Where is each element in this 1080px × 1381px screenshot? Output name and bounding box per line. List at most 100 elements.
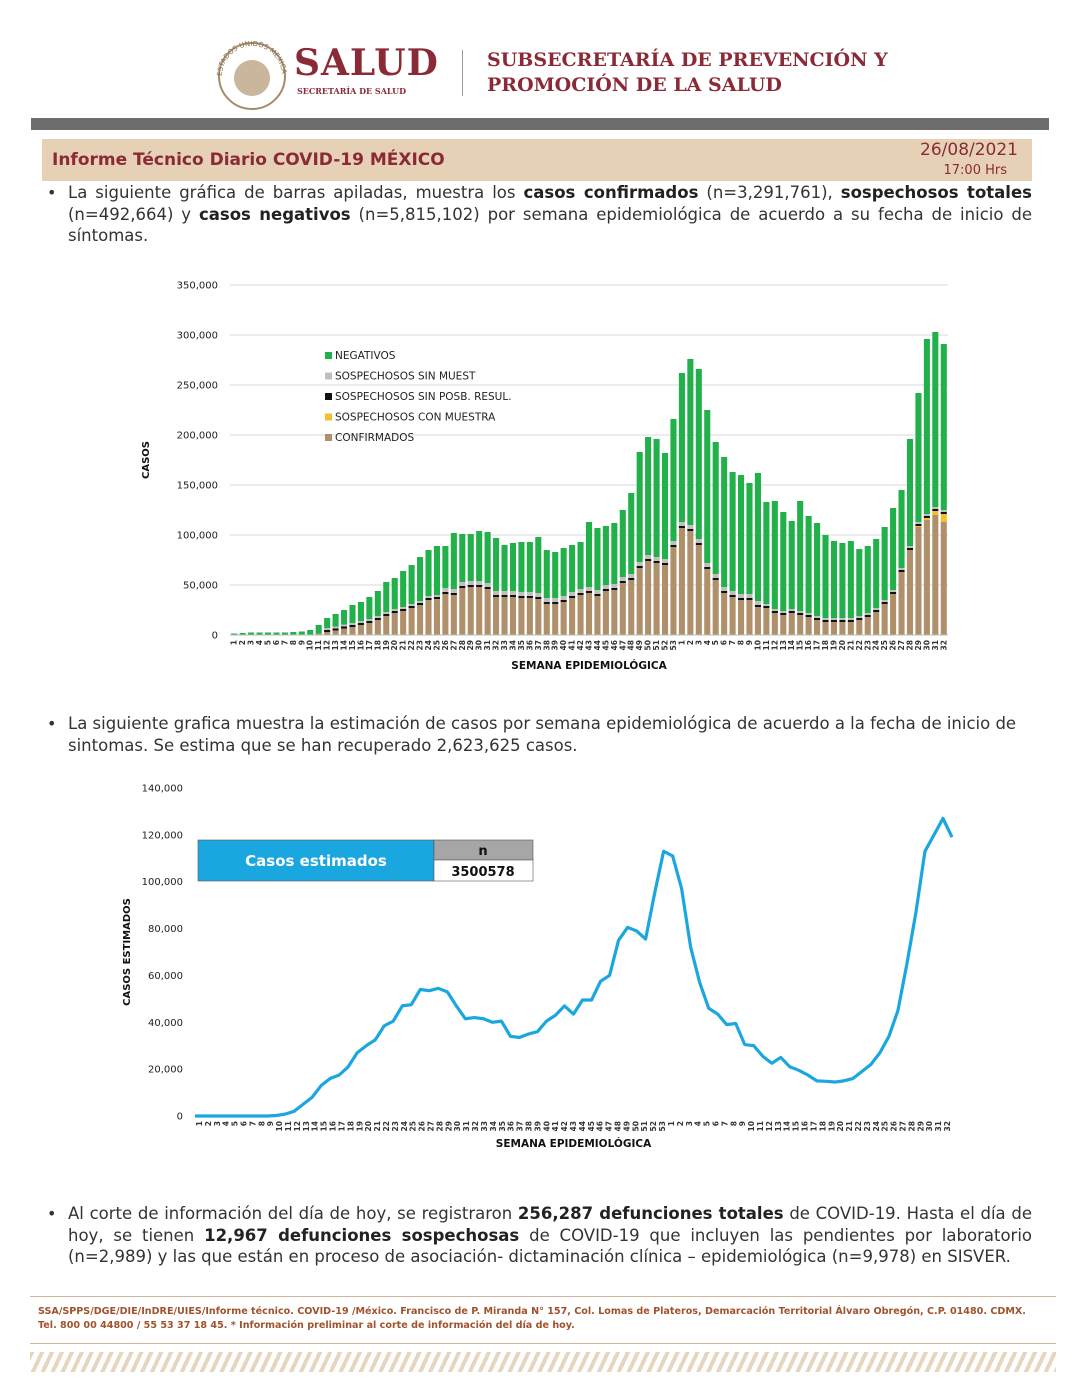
- bar-segment: [670, 545, 677, 547]
- bar-segment: [628, 493, 635, 574]
- bar-segment: [467, 585, 474, 587]
- bar-segment: [873, 612, 880, 635]
- bar-segment: [526, 542, 533, 592]
- bar-segment: [450, 533, 457, 589]
- y-tick-label: 100,000: [142, 877, 183, 888]
- bar-segment: [602, 526, 609, 585]
- x-tick-label: 19: [827, 1121, 836, 1131]
- bar-segment: [340, 610, 348, 625]
- x-tick-label: 7: [728, 640, 737, 645]
- bar-segment: [746, 483, 753, 594]
- x-tick-label: 4: [694, 1121, 703, 1126]
- bar-segment: [324, 618, 331, 628]
- bar-segment: [509, 595, 517, 597]
- bar-segment: [678, 528, 685, 635]
- bar-segment: [366, 621, 373, 623]
- bar-segment: [687, 529, 694, 531]
- text-run: casos negativos: [198, 204, 351, 224]
- bar-segment: [653, 561, 660, 563]
- rule: [30, 1296, 1056, 1297]
- x-tick-label: 4: [222, 1121, 231, 1126]
- bar-segment: [374, 618, 381, 620]
- x-tick-label: 51: [652, 640, 661, 650]
- y-tick-label: 100,000: [177, 531, 218, 542]
- x-tick-label: 47: [618, 640, 627, 650]
- bar-segment: [315, 633, 322, 635]
- legend-swatch: [325, 413, 332, 421]
- x-tick-label: 27: [449, 640, 458, 650]
- bar-segment: [814, 618, 821, 620]
- bar-segment: [526, 592, 533, 596]
- bar-segment: [535, 599, 542, 635]
- bar-segment: [695, 545, 702, 635]
- bar-segment: [729, 591, 736, 595]
- bar-segment: [771, 611, 778, 613]
- bar-segment: [425, 596, 432, 598]
- bar-segment: [611, 523, 618, 584]
- bar-segment: [467, 581, 474, 585]
- x-tick-label: 13: [302, 1121, 311, 1131]
- bar-segment: [890, 592, 897, 594]
- x-tick-label: 10: [306, 640, 315, 650]
- bar-segment: [923, 520, 930, 635]
- x-tick-label: 29: [916, 1121, 925, 1131]
- bar-segment: [746, 598, 753, 600]
- bar-segment: [239, 633, 246, 635]
- bar-segment: [602, 589, 609, 591]
- bar-segment: [695, 543, 702, 545]
- bar-segment: [704, 563, 711, 567]
- x-tick-label: 49: [622, 1121, 631, 1131]
- bar-segment: [476, 531, 483, 581]
- x-tick-label: 30: [475, 640, 484, 650]
- x-tick-label: 17: [809, 1121, 818, 1131]
- x-tick-label: 2: [676, 1121, 685, 1126]
- bullet: •: [47, 714, 57, 733]
- x-tick-label: 24: [872, 1121, 881, 1131]
- bar-segment: [518, 596, 525, 598]
- x-tick-label: 9: [266, 1121, 275, 1126]
- bar-segment: [763, 608, 770, 635]
- bar-segment: [873, 539, 880, 608]
- bar-segment: [847, 618, 854, 620]
- x-tick-label: 35: [498, 1121, 507, 1131]
- bar-segment: [788, 521, 795, 609]
- bar-segment: [366, 597, 373, 619]
- bar-segment: [535, 537, 542, 593]
- bar-segment: [890, 508, 897, 590]
- bar-segment: [552, 604, 559, 635]
- bar-segment: [374, 620, 381, 635]
- bar-segment: [721, 591, 728, 593]
- line-chart: 0 20,000 40,000 60,000 80,000 100,000 120,000 1…: [122, 784, 954, 1150]
- x-tick-label: 1: [230, 640, 239, 645]
- x-tick-label: 9: [297, 640, 306, 645]
- x-tick-label: 45: [587, 1121, 596, 1131]
- bar-segment: [771, 501, 778, 609]
- bar-segment: [425, 550, 432, 596]
- x-tick-label: 20: [390, 640, 399, 650]
- bar-chart: 0 50,000 100,000 150,000 200,000 250,000 300,0…: [141, 281, 948, 673]
- bar-segment: [264, 632, 272, 635]
- bar-segment: [830, 620, 838, 622]
- bar-segment: [915, 527, 922, 635]
- bar-segment: [788, 611, 795, 613]
- x-tick-label: 20: [836, 1121, 845, 1131]
- bar-segment: [704, 569, 711, 635]
- bar-segment: [636, 566, 643, 568]
- text-run: La siguiente grafica muestra la estimaci…: [68, 714, 1017, 755]
- bar-segment: [940, 512, 947, 514]
- bar-segment: [417, 557, 424, 601]
- y-tick-label: 350,000: [177, 281, 218, 292]
- x-tick-label: 10: [275, 1121, 284, 1131]
- bar-segment: [923, 518, 930, 520]
- bar-segment: [771, 609, 778, 611]
- inset-header: n: [478, 844, 487, 859]
- bar-segment: [780, 512, 787, 611]
- bullet: •: [47, 183, 57, 202]
- bar-segment: [822, 618, 829, 620]
- bar-segment: [349, 625, 356, 627]
- bar-segment: [611, 584, 618, 588]
- bar-segment: [738, 594, 745, 598]
- x-tick-label: 49: [635, 640, 644, 650]
- bar-segment: [814, 616, 821, 618]
